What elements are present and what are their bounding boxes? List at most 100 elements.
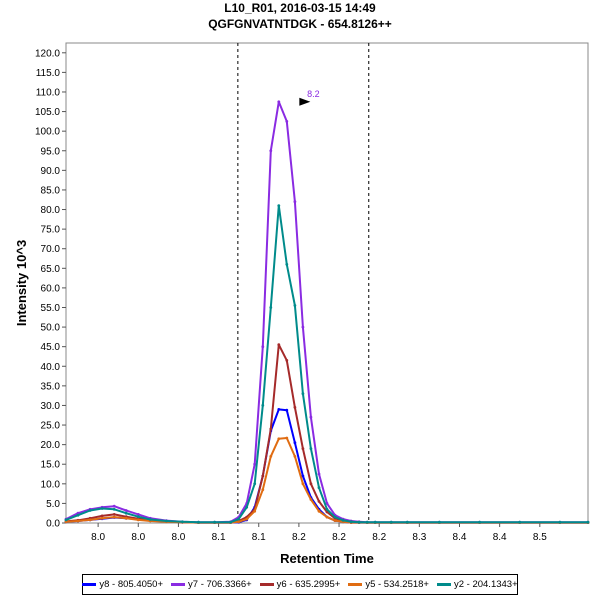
- data-point: [136, 515, 140, 519]
- y-tick-label: 10.0: [41, 479, 61, 490]
- legend-swatch-y2: [436, 583, 451, 586]
- data-point: [293, 406, 297, 409]
- data-point: [309, 498, 313, 501]
- data-point: [285, 408, 289, 412]
- data-point: [317, 509, 321, 513]
- y-tick-label: 85.0: [41, 185, 61, 196]
- x-tick-label: 8.1: [212, 532, 226, 543]
- legend-label-y2: y2 - 204.1343+: [453, 579, 518, 590]
- legend-item-y2: y2 - 204.1343+: [436, 579, 518, 590]
- legend-swatch-y5: [348, 583, 363, 586]
- x-tick-label: 8.2: [292, 532, 306, 543]
- peak-arrow: [299, 97, 311, 106]
- data-point: [136, 513, 140, 516]
- data-point: [325, 515, 329, 519]
- data-point: [229, 520, 233, 524]
- data-point: [309, 482, 313, 486]
- data-point: [586, 520, 590, 524]
- chart-subtitle: QGFGNVATNTDGK - 654.8126++: [208, 17, 392, 31]
- legend-swatch-y8: [82, 583, 97, 586]
- data-point: [341, 518, 345, 522]
- data-point: [301, 325, 305, 329]
- x-tick-label: 8.5: [533, 532, 547, 543]
- data-point: [269, 427, 273, 431]
- x-tick-label: 8.0: [91, 532, 105, 543]
- data-point: [124, 511, 128, 515]
- x-tick-label: 8.2: [372, 532, 386, 543]
- y-tick-label: 100.0: [35, 127, 60, 138]
- data-point: [285, 120, 289, 123]
- data-point: [478, 520, 481, 524]
- data-point: [317, 486, 321, 490]
- data-point: [301, 392, 305, 396]
- y-tick-label: 55.0: [41, 303, 61, 314]
- y-tick-label: 30.0: [41, 401, 61, 412]
- y-tick-label: 75.0: [41, 225, 61, 236]
- y-tick-label: 90.0: [41, 166, 61, 177]
- y-tick-label: 120.0: [35, 48, 60, 59]
- data-point: [124, 509, 128, 512]
- data-point: [293, 441, 297, 445]
- data-point: [76, 519, 80, 523]
- data-point: [148, 518, 152, 521]
- data-point: [277, 408, 281, 411]
- series-line: [65, 100, 588, 524]
- y-tick-label: 20.0: [41, 440, 61, 451]
- y-tick-label: 110.0: [36, 87, 61, 98]
- y-tick-label: 35.0: [41, 381, 61, 392]
- data-point: [317, 500, 321, 503]
- y-tick-label: 105.0: [35, 107, 60, 118]
- data-point: [293, 200, 297, 204]
- data-point: [277, 100, 281, 104]
- data-point: [253, 462, 257, 466]
- data-point: [365, 520, 369, 524]
- data-point: [112, 515, 116, 519]
- data-point: [277, 343, 281, 347]
- data-point: [285, 436, 289, 440]
- data-point: [237, 520, 241, 524]
- data-point: [253, 509, 257, 513]
- x-axis-label: Retention Time: [280, 551, 374, 566]
- peak-label: 8.2: [307, 89, 320, 99]
- series-line: [65, 343, 588, 524]
- y-axis-label: Intensity 10^3: [14, 240, 29, 326]
- data-point: [309, 447, 313, 450]
- legend-label-y7: y7 - 706.3366+: [188, 579, 252, 590]
- series-line: [65, 204, 588, 524]
- x-tick-label: 8.2: [332, 532, 346, 543]
- data-point: [269, 149, 273, 153]
- data-point: [389, 520, 393, 524]
- data-point: [357, 520, 361, 524]
- legend-item-y8: y8 - 805.4050+: [82, 579, 163, 590]
- legend: y8 - 805.4050+ y7 - 706.3366+ y6 - 635.2…: [82, 574, 518, 595]
- data-point: [261, 404, 265, 407]
- y-tick-label: 45.0: [41, 342, 61, 353]
- y-tick-label: 50.0: [41, 323, 61, 334]
- data-point: [373, 520, 377, 524]
- series-line: [65, 408, 588, 524]
- x-tick-label: 8.1: [252, 532, 266, 543]
- data-point: [88, 509, 92, 512]
- x-tick-label: 8.4: [493, 532, 507, 543]
- data-point: [518, 520, 522, 524]
- data-point: [261, 488, 265, 492]
- data-point: [253, 482, 257, 486]
- y-tick-label: 115.0: [36, 68, 61, 79]
- legend-label-y6: y6 - 635.2995+: [276, 579, 341, 590]
- data-point: [76, 513, 80, 517]
- data-point: [100, 516, 104, 520]
- data-point: [301, 482, 305, 486]
- data-point: [277, 437, 281, 441]
- x-tick-label: 8.0: [171, 532, 185, 543]
- series-y7: [64, 100, 590, 524]
- legend-item-y6: y6 - 635.2995+: [259, 579, 341, 590]
- data-point: [293, 455, 297, 458]
- data-point: [301, 447, 305, 450]
- y-tick-label: 5.0: [46, 499, 60, 510]
- data-point: [112, 513, 116, 516]
- data-point: [64, 518, 68, 522]
- x-tick-label: 8.0: [131, 532, 145, 543]
- data-point: [165, 519, 168, 523]
- data-point: [325, 507, 329, 511]
- data-point: [213, 520, 217, 524]
